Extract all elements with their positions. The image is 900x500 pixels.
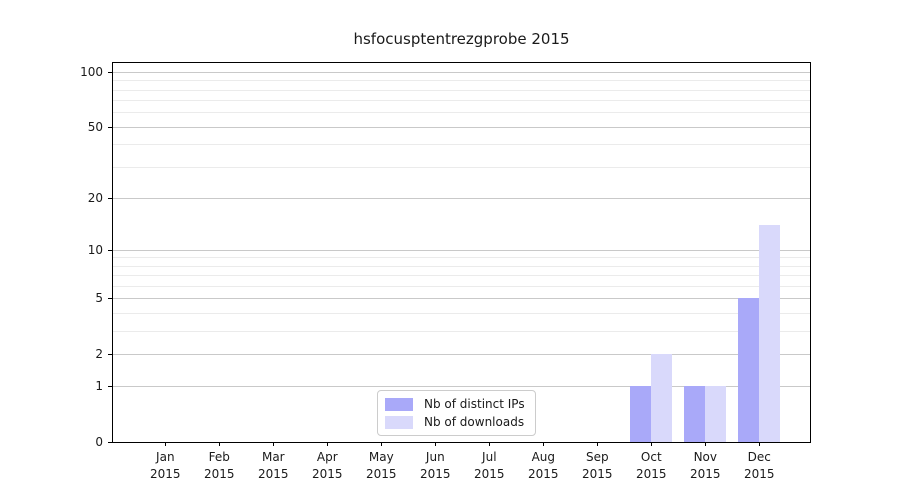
y-minor-gridline xyxy=(113,265,810,267)
legend-row-downloads: Nb of downloads xyxy=(385,415,525,429)
x-tick-month: Mar xyxy=(261,450,285,464)
y-minor-gridline xyxy=(113,112,810,114)
x-tick-label: Oct 2015 xyxy=(623,449,679,483)
plot-area: 0 1 2 5 10 20 50 100 Jan 2015 Feb 2015 Mar 2015 Apr 201… xyxy=(80,62,811,481)
y-major-gridline xyxy=(113,126,810,128)
legend-label-distinct-ips: Nb of distinct IPs xyxy=(424,397,525,411)
y-tick-label: 50 xyxy=(87,119,103,134)
x-tick-year: 2015 xyxy=(690,467,721,481)
x-tick-year: 2015 xyxy=(366,467,397,481)
bar-downloads xyxy=(651,353,673,442)
y-minor-gridline xyxy=(113,285,810,287)
x-tick-label: Mar 2015 xyxy=(245,449,301,483)
x-tick-mark xyxy=(543,442,545,446)
x-tick-month: Jun xyxy=(425,450,445,464)
x-tick-mark xyxy=(489,442,491,446)
x-tick-year: 2015 xyxy=(744,467,775,481)
x-tick-label: Jun 2015 xyxy=(407,449,463,483)
y-minor-gridline xyxy=(113,89,810,91)
x-tick-year: 2015 xyxy=(150,467,181,481)
x-tick-label: Nov 2015 xyxy=(677,449,733,483)
bar-downloads xyxy=(705,386,727,442)
y-tick-label: 100 xyxy=(80,65,103,79)
y-minor-gridline xyxy=(113,144,810,146)
y-major-gridline xyxy=(113,249,810,251)
y-tick-label: 20 xyxy=(87,190,103,205)
x-tick-year: 2015 xyxy=(582,467,613,481)
x-tick-label: Feb 2015 xyxy=(191,449,247,483)
y-minor-gridline xyxy=(113,275,810,277)
x-tick-mark xyxy=(219,442,221,446)
x-tick-mark xyxy=(651,442,653,446)
x-tick-month: Nov xyxy=(693,450,717,464)
y-major-gridline xyxy=(113,353,810,355)
x-tick-mark xyxy=(165,442,167,446)
y-minor-gridline xyxy=(113,330,810,332)
x-tick-month: Jul xyxy=(482,450,497,464)
y-tick-mark xyxy=(108,298,112,300)
x-tick-mark xyxy=(381,442,383,446)
x-tick-label: Sep 2015 xyxy=(569,449,625,483)
x-tick-month: Aug xyxy=(531,450,556,464)
y-minor-gridline xyxy=(113,312,810,314)
x-tick-mark xyxy=(327,442,329,446)
y-minor-gridline xyxy=(113,80,810,82)
x-tick-year: 2015 xyxy=(258,467,289,481)
bar-distinct-ips xyxy=(630,386,652,442)
y-tick-mark xyxy=(108,197,112,199)
bar-distinct-ips xyxy=(684,386,706,442)
y-tick-mark xyxy=(108,72,112,73)
y-major-gridline xyxy=(113,197,810,199)
y-tick-mark xyxy=(108,386,112,388)
y-tick-label: 1 xyxy=(95,379,103,394)
y-tick-mark xyxy=(108,442,112,443)
y-minor-gridline xyxy=(113,100,810,102)
x-tick-month: Dec xyxy=(747,450,771,464)
legend-swatch-downloads xyxy=(385,415,413,429)
y-tick-label: 0 xyxy=(95,435,103,449)
x-tick-month: Oct xyxy=(640,450,662,464)
x-tick-label: May 2015 xyxy=(353,449,409,483)
x-tick-mark xyxy=(759,442,761,446)
y-tick-mark xyxy=(108,353,112,355)
x-tick-label: Jul 2015 xyxy=(461,449,517,483)
x-tick-label: Aug 2015 xyxy=(515,449,571,483)
y-major-gridline xyxy=(113,386,810,388)
x-tick-label: Dec 2015 xyxy=(731,449,787,483)
x-tick-mark xyxy=(597,442,599,446)
x-tick-month: Jan xyxy=(156,450,175,464)
bar-downloads xyxy=(759,224,781,442)
x-tick-month: Sep xyxy=(585,450,609,464)
x-tick-year: 2015 xyxy=(312,467,343,481)
x-tick-month: Apr xyxy=(316,450,338,464)
x-tick-mark xyxy=(435,442,437,446)
chart-title: hsfocusptentrezgprobe 2015 xyxy=(353,30,570,48)
y-major-gridline xyxy=(113,72,810,73)
x-tick-year: 2015 xyxy=(420,467,451,481)
y-tick-label: 10 xyxy=(87,242,103,257)
x-tick-year: 2015 xyxy=(528,467,559,481)
x-tick-mark xyxy=(273,442,275,446)
x-tick-label: Apr 2015 xyxy=(299,449,355,483)
x-tick-month: Feb xyxy=(208,450,230,464)
legend-label-downloads: Nb of downloads xyxy=(424,415,525,429)
x-tick-year: 2015 xyxy=(204,467,235,481)
y-major-gridline xyxy=(113,298,810,300)
y-tick-label: 5 xyxy=(95,291,103,306)
x-tick-label: Jan 2015 xyxy=(137,449,193,483)
y-tick-mark xyxy=(108,126,112,128)
legend-row-distinct-ips: Nb of distinct IPs xyxy=(385,397,525,411)
legend: Nb of distinct IPs Nb of downloads xyxy=(377,390,536,436)
y-tick-label: 2 xyxy=(95,346,103,361)
x-tick-month: May xyxy=(368,450,394,464)
x-tick-year: 2015 xyxy=(474,467,505,481)
y-minor-gridline xyxy=(113,257,810,259)
y-tick-mark xyxy=(108,249,112,251)
legend-swatch-distinct-ips xyxy=(385,397,413,411)
x-tick-year: 2015 xyxy=(636,467,667,481)
bar-distinct-ips xyxy=(738,298,760,442)
x-tick-mark xyxy=(705,442,707,446)
y-minor-gridline xyxy=(113,166,810,168)
